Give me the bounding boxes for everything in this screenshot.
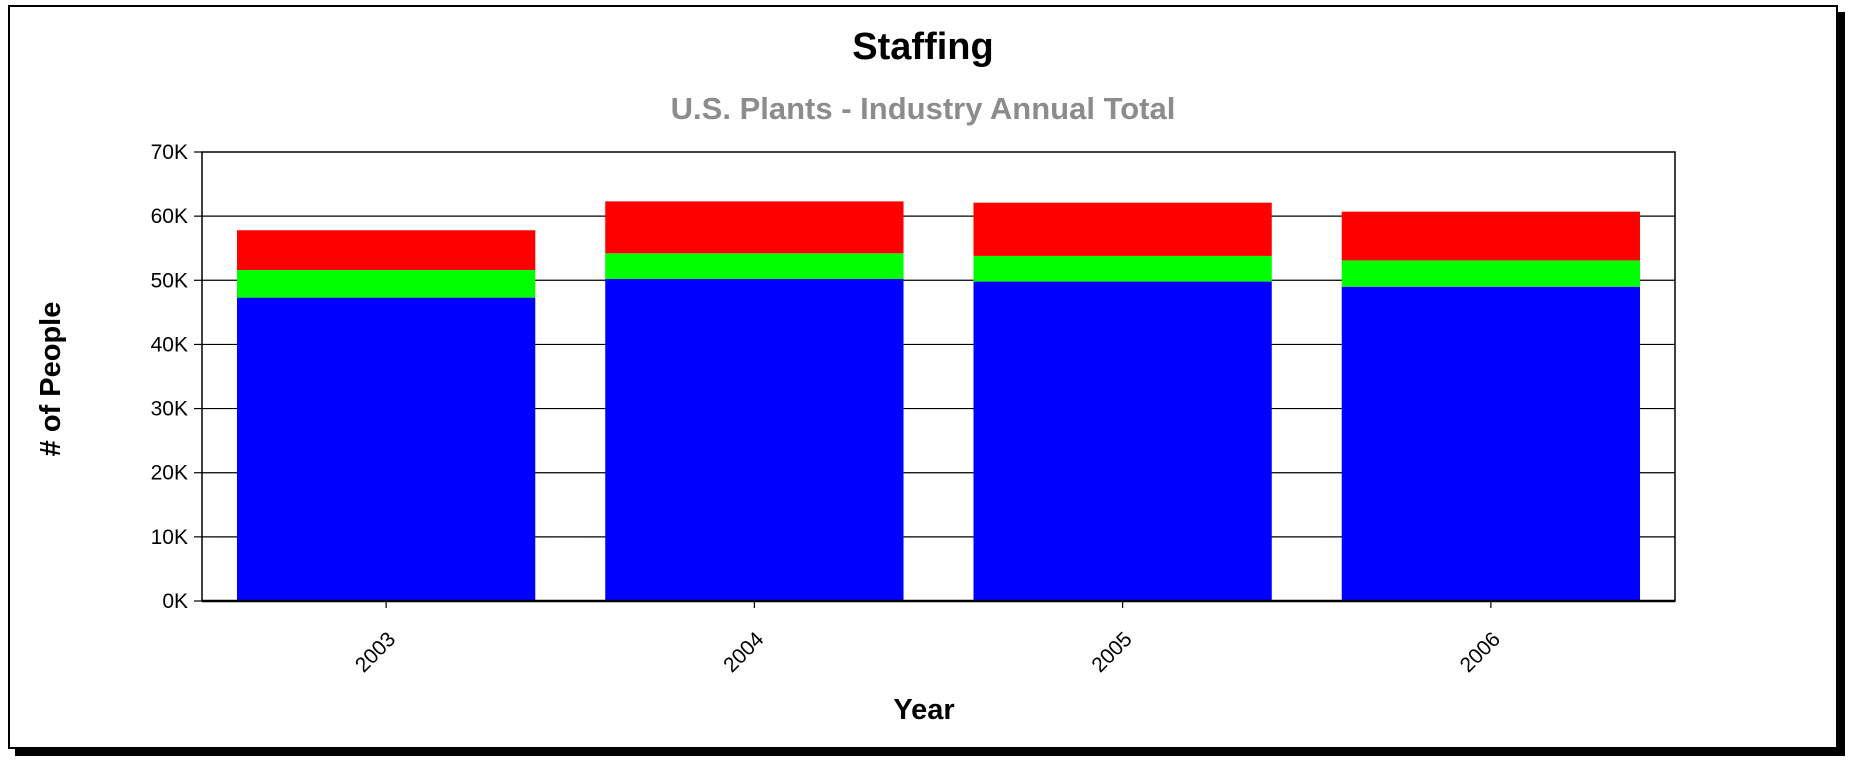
- bar-segment: [1341, 260, 1641, 287]
- x-tick-label: 2006: [1456, 628, 1505, 677]
- y-tick-label: 60K: [151, 205, 188, 228]
- y-tick-label: 0K: [162, 590, 188, 613]
- y-tick-label: 70K: [151, 141, 188, 164]
- bar-segment: [1341, 286, 1641, 601]
- chart-frame: Staffing U.S. Plants - Industry Annual T…: [8, 5, 1838, 749]
- chart-title: Staffing: [852, 26, 993, 68]
- bar-segment: [973, 202, 1272, 256]
- x-axis-title: Year: [893, 694, 954, 726]
- axes: [194, 151, 1676, 608]
- bar-segment: [236, 297, 536, 601]
- x-tick-label: 2005: [1087, 628, 1136, 677]
- y-axis-title: # of People: [35, 302, 67, 457]
- chart-subtitle: U.S. Plants - Industry Annual Total: [671, 91, 1176, 126]
- y-tick-label: 50K: [151, 269, 188, 292]
- bar-segment: [973, 255, 1272, 282]
- bar-segment: [605, 201, 904, 254]
- bar-segment: [605, 279, 904, 601]
- bar-segment: [605, 253, 904, 280]
- x-tick-label: 2003: [351, 628, 400, 677]
- y-tick-label: 40K: [151, 333, 188, 356]
- bar-segment: [973, 281, 1272, 601]
- y-tick-labels: 0K 10K 20K 30K 40K 50K 60K 70K: [151, 141, 188, 613]
- x-tick-label: 2004: [719, 628, 769, 678]
- staffing-chart: Staffing U.S. Plants - Industry Annual T…: [35, 26, 1676, 726]
- y-tick-label: 30K: [151, 398, 188, 421]
- bars: [236, 201, 1641, 601]
- y-tick-label: 10K: [151, 526, 188, 549]
- bar-segment: [1341, 211, 1641, 261]
- x-tick-labels: 2003 2004 2005 2006: [351, 628, 1505, 678]
- bar-segment: [236, 230, 536, 271]
- y-tick-label: 20K: [151, 462, 188, 485]
- bar-segment: [236, 270, 536, 298]
